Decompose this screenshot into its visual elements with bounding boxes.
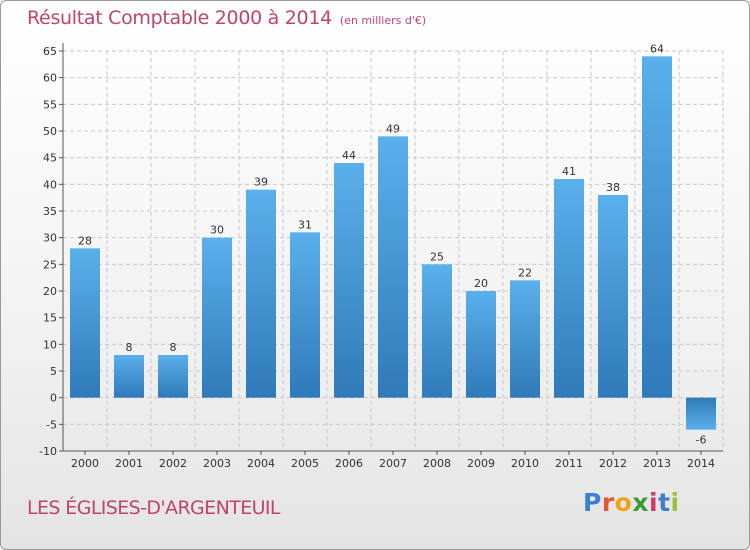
x-tick-label: 2012 bbox=[599, 457, 627, 470]
x-tick-label: 2001 bbox=[115, 457, 143, 470]
bar-2009 bbox=[466, 291, 496, 398]
value-label-2012: 38 bbox=[606, 181, 620, 194]
bar-2010 bbox=[510, 280, 540, 398]
commune-name: LES ÉGLISES-D'ARGENTEUIL bbox=[27, 497, 280, 519]
bar-2013 bbox=[642, 56, 672, 398]
value-label-2007: 49 bbox=[386, 122, 400, 135]
bar-2011 bbox=[554, 179, 584, 398]
y-tick-label: 0 bbox=[50, 392, 57, 405]
bar-2000 bbox=[70, 248, 100, 398]
axes: -10 -5 0 5 10 15 20 25 30 35 40 45 50 55 60 65 2000 2001 2… bbox=[39, 43, 723, 470]
x-tick-label: 2014 bbox=[687, 457, 715, 470]
y-tick-label: 35 bbox=[43, 205, 57, 218]
value-labels: 28 8 8 30 39 31 44 49 25 20 22 41 38 64 -6 bbox=[78, 42, 706, 446]
logo-letter: t bbox=[658, 488, 671, 517]
bar-2007 bbox=[378, 136, 408, 398]
bars bbox=[70, 56, 716, 430]
value-label-2013: 64 bbox=[650, 42, 664, 55]
proxiti-logo[interactable]: Proxiti bbox=[583, 488, 680, 517]
bar-2014 bbox=[686, 397, 716, 430]
value-label-2000: 28 bbox=[78, 234, 92, 247]
x-tick-label: 2011 bbox=[555, 457, 583, 470]
unit-note: (en milliers d'€) bbox=[339, 14, 427, 27]
value-label-2014: -6 bbox=[696, 434, 707, 447]
y-tick-label: 65 bbox=[43, 45, 57, 58]
y-tick-label: 55 bbox=[43, 98, 57, 111]
value-label-2003: 30 bbox=[210, 224, 224, 237]
x-tick-label: 2004 bbox=[247, 457, 275, 470]
logo-letter: i bbox=[649, 488, 659, 517]
y-tick-label: 40 bbox=[43, 178, 57, 191]
bar-2005 bbox=[290, 232, 320, 398]
y-tick-label: 25 bbox=[43, 258, 57, 271]
value-label-2009: 20 bbox=[474, 277, 488, 290]
value-label-2006: 44 bbox=[342, 149, 356, 162]
bar-2001 bbox=[114, 355, 144, 398]
x-tick-label: 2005 bbox=[291, 457, 319, 470]
bar-2012 bbox=[598, 195, 628, 398]
y-tick-label: 30 bbox=[43, 232, 57, 245]
value-label-2008: 25 bbox=[430, 250, 444, 263]
y-tick-label: -10 bbox=[39, 445, 57, 458]
value-label-2010: 22 bbox=[518, 266, 532, 279]
y-tick-label: -5 bbox=[46, 418, 57, 431]
y-tick-label: 10 bbox=[43, 338, 57, 351]
x-tick-label: 2002 bbox=[159, 457, 187, 470]
value-label-2011: 41 bbox=[562, 165, 576, 178]
y-tick-label: 15 bbox=[43, 312, 57, 325]
value-label-2002: 8 bbox=[170, 341, 177, 354]
bar-2002 bbox=[158, 355, 188, 398]
logo-letter: o bbox=[614, 488, 633, 517]
chart-title: Résultat Comptable 2000 à 2014 (en millie… bbox=[27, 7, 426, 29]
x-tick-label: 2008 bbox=[423, 457, 451, 470]
x-tick-label: 2006 bbox=[335, 457, 363, 470]
logo-letter: P bbox=[583, 488, 602, 517]
logo-letter: x bbox=[632, 488, 649, 517]
x-tick-label: 2009 bbox=[467, 457, 495, 470]
y-tick-label: 60 bbox=[43, 72, 57, 85]
logo-letter: i bbox=[670, 488, 680, 517]
bar-2004 bbox=[246, 189, 276, 398]
value-label-2004: 39 bbox=[254, 176, 268, 189]
value-label-2001: 8 bbox=[126, 341, 133, 354]
y-tick-label: 20 bbox=[43, 285, 57, 298]
x-tick-label: 2010 bbox=[511, 457, 539, 470]
x-tick-label: 2013 bbox=[643, 457, 671, 470]
y-tick-label: 5 bbox=[50, 365, 57, 378]
logo-letter: r bbox=[601, 488, 615, 517]
y-tick-label: 45 bbox=[43, 152, 57, 165]
chart-title-text: Résultat Comptable 2000 à 2014 bbox=[27, 7, 332, 29]
x-tick-label: 2007 bbox=[379, 457, 407, 470]
x-tick-label: 2000 bbox=[71, 457, 99, 470]
value-label-2005: 31 bbox=[298, 218, 312, 231]
x-tick-label: 2003 bbox=[203, 457, 231, 470]
bar-2008 bbox=[422, 264, 452, 398]
y-tick-label: 50 bbox=[43, 125, 57, 138]
bar-2003 bbox=[202, 237, 232, 398]
bar-2006 bbox=[334, 163, 364, 398]
